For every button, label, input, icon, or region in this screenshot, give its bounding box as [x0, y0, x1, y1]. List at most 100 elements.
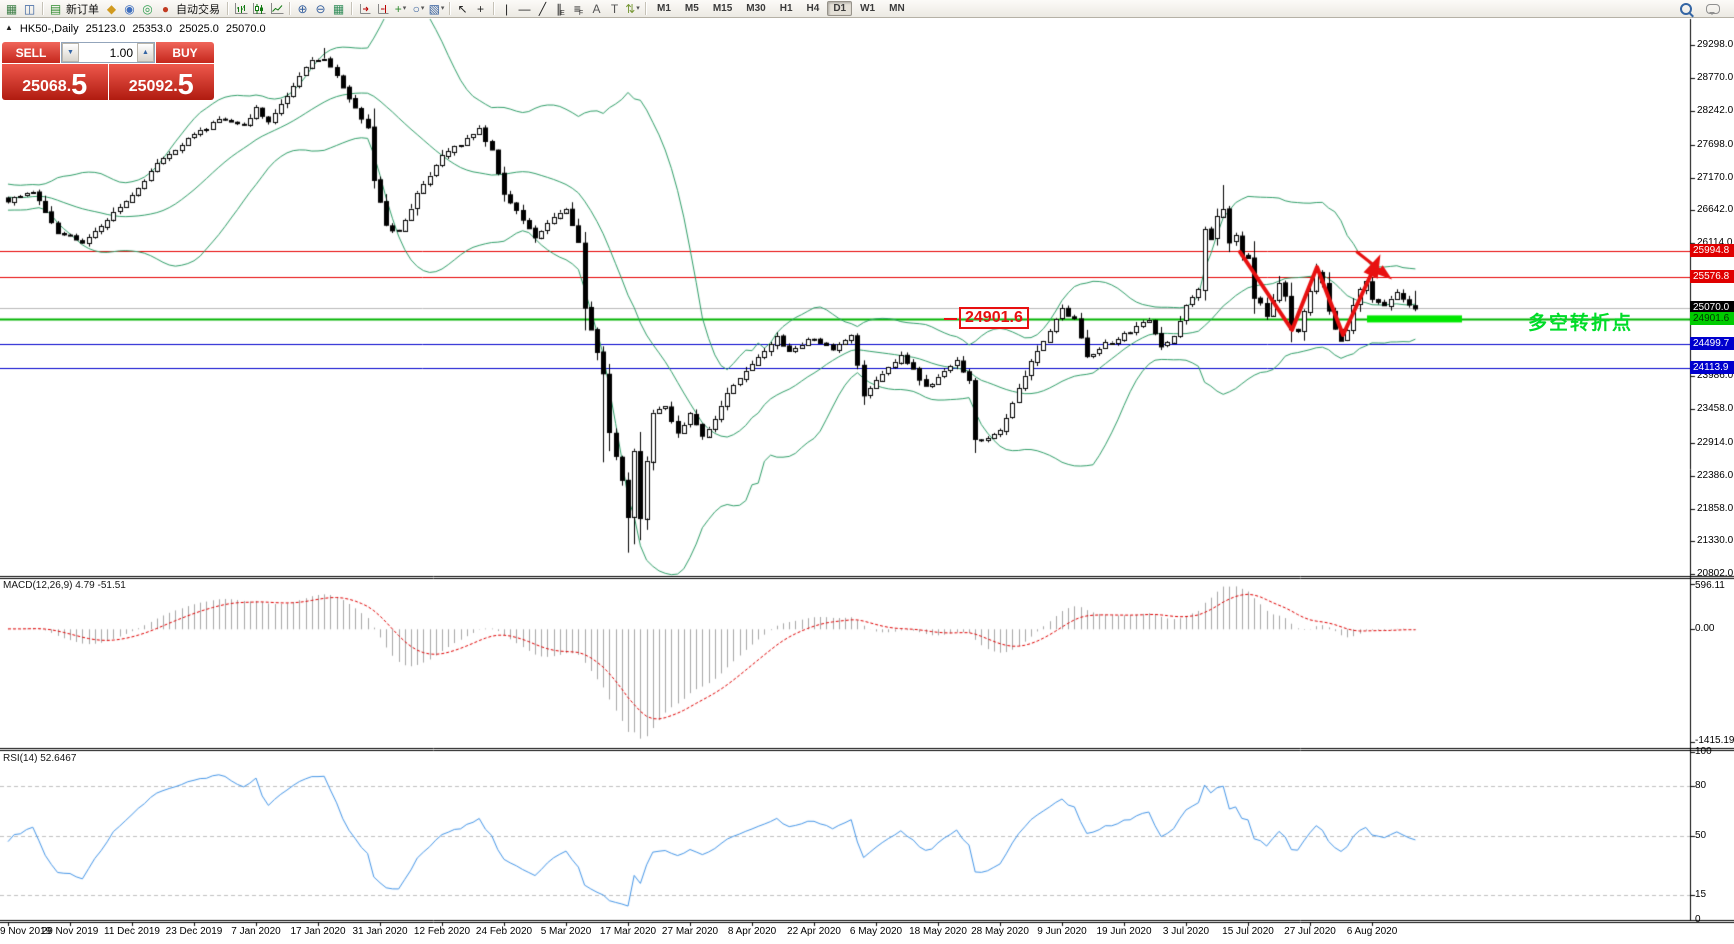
- timeframe-m15[interactable]: M15: [712, 3, 733, 14]
- macd-scale-zero: 0.00: [1695, 623, 1715, 635]
- sell-price-pips: 5: [71, 68, 88, 101]
- price-flag: 24499.7: [1690, 337, 1734, 350]
- channel-icon[interactable]: ∥ E: [556, 1, 565, 17]
- date-label: 15 Jul 2020: [1222, 926, 1274, 937]
- rsi-scale-label: 0: [1695, 914, 1701, 925]
- templates-icon[interactable]: ▧ ▾: [428, 1, 445, 16]
- date-label: 28 May 2020: [971, 926, 1029, 937]
- buy-price-pips: 5: [177, 68, 194, 101]
- timeframe-w1[interactable]: W1: [860, 3, 876, 14]
- price-tick-label: 29298.0: [1697, 39, 1734, 50]
- date-label: 27 Jul 2020: [1284, 926, 1336, 937]
- date-label: 8 Apr 2020: [727, 926, 777, 937]
- toolbar-separator: [449, 2, 450, 15]
- rsi-scale-label: 15: [1695, 888, 1707, 900]
- timeframe-mn[interactable]: MN: [889, 3, 905, 14]
- price-tick-label: 22914.0: [1697, 436, 1734, 448]
- buy-button[interactable]: BUY: [156, 42, 214, 63]
- chat-icon[interactable]: [1704, 1, 1721, 17]
- text-icon[interactable]: A: [592, 1, 601, 16]
- buy-price-dot: .: [173, 77, 178, 95]
- date-label: 17 Jan 2020: [290, 926, 346, 937]
- date-label: 29 Nov 2019: [41, 926, 99, 937]
- price-flag: 24113.9: [1690, 361, 1734, 374]
- cursor-icon[interactable]: ↖: [457, 1, 468, 16]
- zoom-in-icon[interactable]: ⊕: [297, 1, 308, 16]
- date-label: 17 Mar 2020: [599, 926, 657, 937]
- ohlc-open: 25123.0: [85, 23, 126, 35]
- trendline-icon[interactable]: ╱: [538, 1, 547, 16]
- toolbar-separator: [42, 2, 43, 15]
- sell-button[interactable]: SELL: [2, 42, 60, 63]
- tile-windows-icon[interactable]: ▦: [332, 1, 345, 16]
- search-icon[interactable]: [1677, 1, 1694, 17]
- timeframe-m5[interactable]: M5: [684, 3, 699, 14]
- chart-title: ▲ HK50-,Daily 25123.0 25353.0 25025.0 25…: [5, 23, 266, 35]
- signals-icon[interactable]: ◎: [142, 1, 153, 16]
- date-label: 27 Mar 2020: [661, 926, 719, 937]
- volume-up-button[interactable]: ▲: [137, 43, 154, 62]
- rsi-label: RSI(14) 52.6467: [3, 753, 77, 764]
- date-label: 31 Jan 2020: [352, 926, 408, 937]
- rsi-scale-label: 50: [1695, 830, 1707, 841]
- bar-chart-icon[interactable]: [232, 1, 249, 17]
- price-tick-label: 23986.0: [1697, 369, 1734, 381]
- crosshair-icon[interactable]: +: [476, 1, 484, 16]
- add-indicator-icon[interactable]: + ▾: [394, 1, 407, 16]
- community-icon[interactable]: ◉: [124, 1, 135, 16]
- timeframe-m1[interactable]: M1: [657, 3, 671, 14]
- price-flag: 25994.8: [1690, 244, 1734, 257]
- autotrading-button-label[interactable]: 自动交易: [176, 3, 220, 16]
- new-chart-icon[interactable]: ▦: [5, 1, 18, 16]
- one-click-trading-panel: SELL ▼ 1.00 ▲ BUY 25068. 5 25092. 5: [2, 42, 214, 100]
- arrows-icon[interactable]: ⇅ ▾: [625, 1, 640, 16]
- volume-down-button[interactable]: ▼: [62, 43, 79, 62]
- date-label: 6 Aug 2020: [1346, 926, 1398, 937]
- date-label: 9 Jun 2020: [1037, 926, 1087, 937]
- sell-price-button[interactable]: 25068. 5: [2, 64, 108, 100]
- zoom-out-icon[interactable]: ⊖: [315, 1, 326, 16]
- rsi-scale-label: 80: [1695, 779, 1707, 791]
- price-tick-label: 22386.0: [1697, 469, 1734, 481]
- history-center-icon[interactable]: ◆: [106, 1, 117, 16]
- auto-scroll-icon[interactable]: [356, 1, 373, 17]
- price-tick-label: 21330.0: [1697, 535, 1734, 547]
- buy-price-button[interactable]: 25092. 5: [108, 64, 214, 101]
- candlestick-icon[interactable]: [250, 1, 267, 17]
- volume-input[interactable]: 1.00: [109, 45, 133, 60]
- sell-price-dot: .: [66, 77, 72, 95]
- timeframe-toolbar: M1 M5 M15 M30 H1 H4 D1 W1 MN: [650, 1, 912, 16]
- vertical-line-icon[interactable]: |: [504, 1, 509, 16]
- timeframe-h1[interactable]: H1: [779, 3, 793, 14]
- price-tick-label: 26642.0: [1697, 204, 1734, 216]
- timeframe-h4[interactable]: H4: [806, 3, 820, 14]
- timeframe-d1[interactable]: D1: [827, 1, 853, 16]
- ohlc-close: 25070.0: [225, 23, 266, 35]
- horizontal-line-icon[interactable]: —: [518, 1, 531, 16]
- market-watch-icon[interactable]: ◫: [23, 1, 36, 16]
- text-label-icon[interactable]: T: [610, 1, 619, 16]
- period-icon[interactable]: ○ ▾: [412, 1, 425, 16]
- price-tick-label: 26114.0: [1697, 237, 1733, 249]
- date-label: 5 Mar 2020: [540, 926, 592, 937]
- price-flag: 25576.8: [1690, 270, 1734, 283]
- date-label: 18 May 2020: [909, 926, 967, 937]
- annotation-dash: [944, 318, 957, 320]
- ohlc-high: 25353.0: [132, 23, 173, 35]
- chart-shift-icon[interactable]: [374, 1, 391, 17]
- date-label: 23 Dec 2019: [165, 926, 223, 937]
- price-flag: 25070.0: [1690, 301, 1734, 314]
- toolbar-separator: [289, 2, 290, 15]
- macd-scale-min: -1415.19: [1695, 735, 1734, 746]
- new-order-button-label[interactable]: 新订单: [66, 3, 99, 16]
- autotrading-button[interactable]: ●: [161, 1, 170, 16]
- timeframe-m30[interactable]: M30: [746, 3, 766, 14]
- new-order-button[interactable]: ▤: [49, 1, 62, 16]
- annotation-price-label: 24901.6: [959, 307, 1029, 329]
- fibonacci-icon[interactable]: ≡ F: [573, 1, 584, 17]
- date-label: 24 Feb 2020: [475, 926, 533, 937]
- date-label: 6 May 2020: [849, 926, 903, 937]
- line-chart-icon[interactable]: [268, 1, 285, 17]
- volume-box: ▼ 1.00 ▲: [61, 42, 155, 63]
